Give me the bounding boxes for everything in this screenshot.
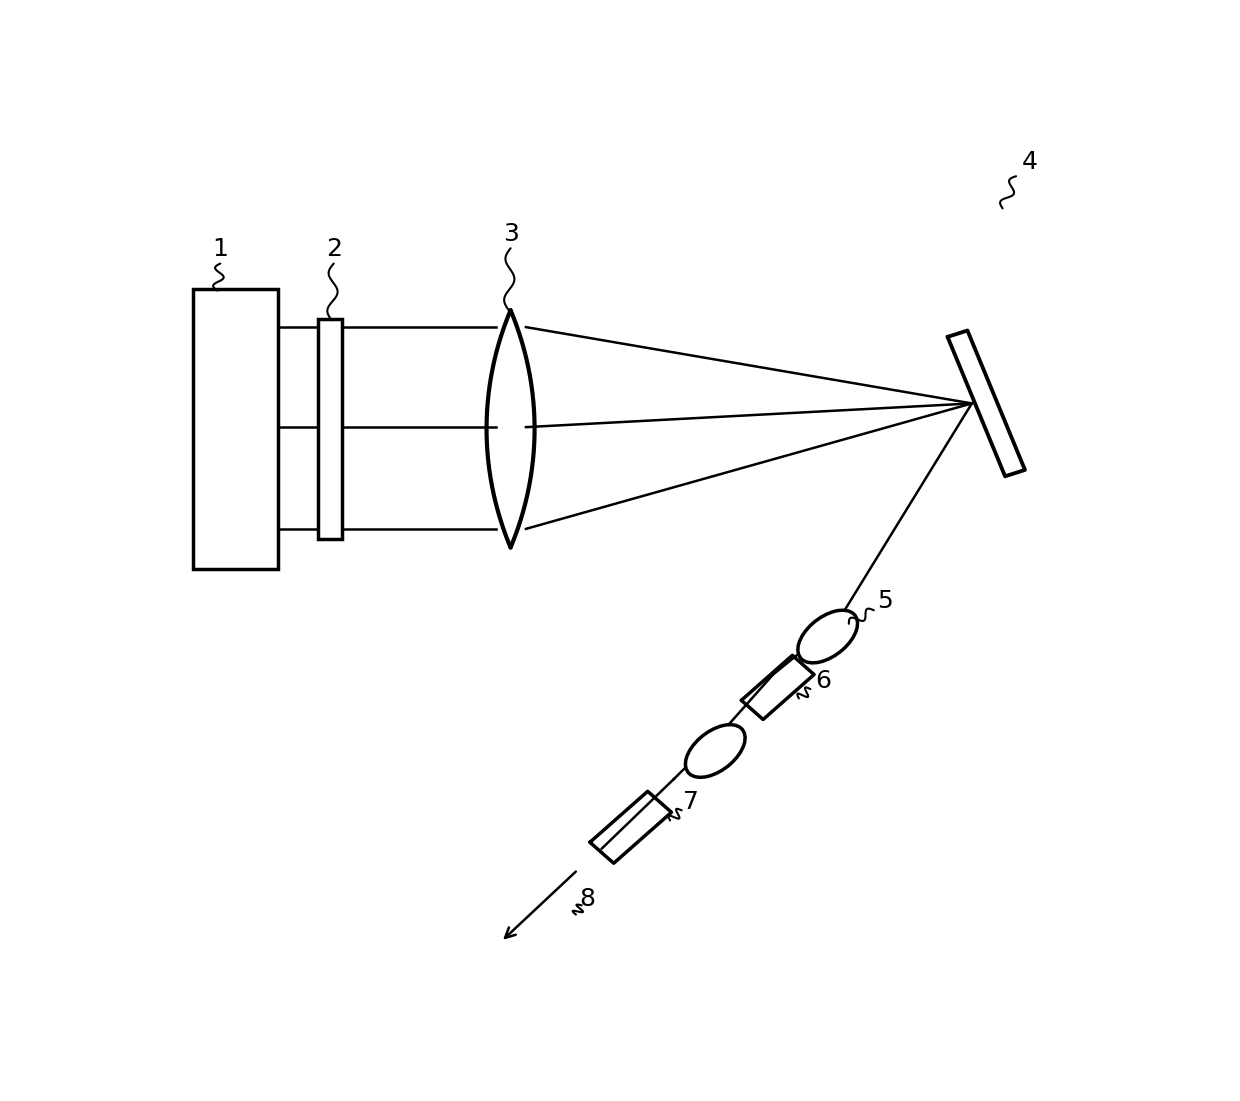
Bar — [319, 318, 342, 539]
Text: 2: 2 — [326, 237, 342, 261]
Bar — [193, 288, 278, 569]
Text: 1: 1 — [212, 237, 228, 261]
Text: 6: 6 — [815, 669, 831, 694]
Text: 3: 3 — [502, 222, 518, 246]
Ellipse shape — [797, 610, 858, 663]
Text: 5: 5 — [878, 589, 893, 613]
Text: 4: 4 — [1022, 150, 1038, 174]
Text: 8: 8 — [579, 887, 595, 912]
Text: 7: 7 — [683, 789, 699, 814]
Ellipse shape — [686, 724, 745, 777]
